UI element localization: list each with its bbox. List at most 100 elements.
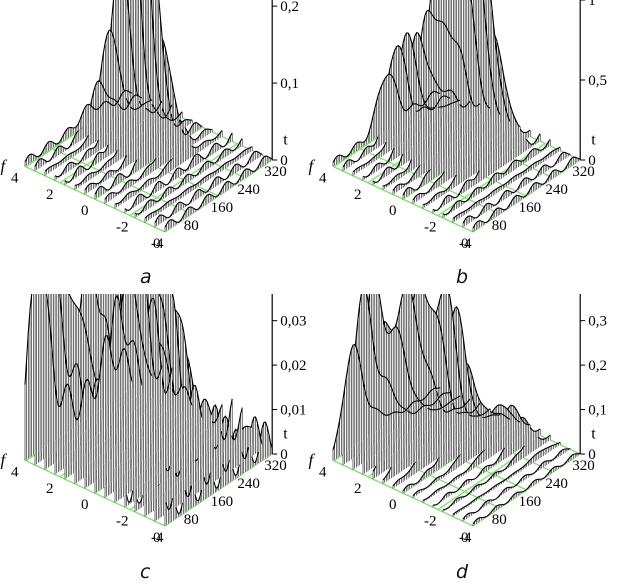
surface-slice-outline: [362, 32, 471, 178]
t-tick-label: 160: [519, 200, 542, 216]
chart-panel-a: 00,10,2TFD080160240320t420-2-4f: [0, 0, 308, 294]
f-tick-label: 0: [81, 497, 89, 513]
surface-mesh: [332, 294, 581, 526]
t-axis-label: t: [283, 426, 288, 443]
surface-slice-hatch: [452, 147, 561, 223]
surface-slice-outline: [144, 146, 253, 219]
t-tick-label: 320: [572, 458, 595, 474]
z-axis: 00,51TFD: [579, 0, 607, 169]
surface-slice-outline: [24, 294, 133, 422]
surface-slice-outline: [462, 448, 571, 520]
surface-slice-outline: [352, 32, 461, 173]
f-axis-label: f: [309, 156, 316, 175]
z-tick-label: 1: [588, 0, 596, 9]
surface-plot-a: 00,10,2TFD080160240320t420-2-4f: [1, 0, 299, 252]
surface-slice-outline: [472, 452, 581, 525]
f-tick-label: -4: [151, 236, 164, 252]
t-tick-label: 240: [237, 476, 260, 492]
f-tick-label: 2: [354, 187, 362, 203]
surface-slice-outline: [352, 294, 461, 454]
f-tick-label: -2: [424, 220, 437, 236]
surface-slice-outline: [24, 89, 133, 163]
f-tick-label: 2: [46, 481, 54, 497]
chart-panel-d: 00,10,20,30,4TFD080160240320t420-2-4f: [308, 294, 616, 588]
surface-slice-outline: [154, 150, 263, 223]
t-tick-label: 0: [153, 530, 161, 546]
t-tick-label: 80: [492, 512, 507, 528]
z-tick-label: 0: [588, 447, 596, 463]
z-tick-label: 0,3: [588, 314, 607, 330]
surface-slice-outline: [134, 138, 243, 215]
surface-slice-hatch: [332, 74, 441, 167]
f-tick-label: 0: [389, 203, 397, 219]
surface-slice-outline: [402, 0, 511, 196]
t-tick-label: 240: [237, 182, 260, 198]
surface-slice-outline: [382, 0, 491, 187]
f-tick-label: -4: [459, 530, 472, 546]
t-tick-label: 80: [184, 218, 199, 234]
t-tick-label: 0: [461, 236, 469, 252]
z-tick-label: 0,5: [588, 73, 607, 89]
surface-plot-d: 00,10,20,30,4TFD080160240320t420-2-4f: [309, 294, 607, 546]
surface-slice-hatch: [24, 294, 133, 461]
f-axis: 4 2 0 -2 -4 f: [1, 156, 164, 252]
surface-plot-c: 00,010,020,030,04TFD080160240320t420-2-4…: [1, 294, 306, 546]
f-tick-label: 4: [11, 170, 19, 186]
t-axis-label: t: [283, 132, 288, 149]
f-tick-label: 4: [11, 464, 19, 480]
z-tick-label: 0,01: [280, 403, 306, 419]
z-tick-label: 0,02: [280, 358, 306, 374]
z-axis: 00,010,020,030,04TFD: [271, 294, 306, 463]
f-tick-label: -4: [459, 236, 472, 252]
caption-c: c: [140, 561, 151, 583]
f-tick-label: 0: [389, 497, 397, 513]
t-tick-label: 80: [184, 512, 199, 528]
f-axis-label: f: [309, 450, 316, 469]
surface-mesh: [24, 0, 273, 232]
surface-slice-outline: [332, 73, 441, 163]
f-tick-label: 4: [319, 170, 327, 186]
surface-slice-outline: [124, 132, 233, 211]
f-tick-label: 2: [46, 187, 54, 203]
f-tick-label: 2: [354, 481, 362, 497]
z-axis: 00,10,20,30,4TFD: [579, 294, 607, 463]
t-tick-label: 240: [545, 182, 568, 198]
surface-slice-outline: [422, 404, 531, 501]
z-tick-label: 0,03: [280, 314, 306, 330]
t-tick-label: 240: [545, 476, 568, 492]
surface-slice-outline: [372, 9, 481, 183]
caption-a: a: [140, 266, 152, 288]
f-tick-label: -2: [116, 514, 129, 530]
surface-slice-outline: [332, 343, 441, 451]
f-tick-label: -4: [151, 530, 164, 546]
floor-line-t: [24, 459, 166, 527]
surface-slice-outline: [442, 139, 551, 215]
surface-slice-outline: [114, 130, 223, 205]
surface-plot-b: 00,51TFD080160240320t420-2-4f: [309, 0, 607, 252]
t-tick-label: 0: [461, 530, 469, 546]
z-tick-label: 0: [280, 153, 288, 169]
t-tick-label: 160: [211, 200, 234, 216]
z-tick-label: 0: [280, 447, 288, 463]
surface-slice-hatch: [452, 442, 561, 517]
surface-slice-outline: [472, 156, 581, 229]
f-axis: 4 2 0 -2 -4 f: [309, 450, 472, 546]
surface-slice-outline: [164, 155, 273, 228]
surface-slice-outline: [392, 0, 501, 191]
caption-d: d: [456, 561, 469, 583]
surface-slice-outline: [452, 441, 561, 515]
t-tick-label: 320: [264, 164, 287, 180]
f-axis-label: f: [1, 450, 8, 469]
f-axis-label: f: [1, 156, 8, 175]
surface-slice-outline: [462, 151, 571, 224]
floor-line-t: [332, 459, 474, 527]
z-tick-label: 0,2: [280, 0, 299, 15]
z-tick-label: 0,1: [588, 403, 607, 419]
t-tick-label: 160: [519, 494, 542, 510]
surface-slice-hatch: [114, 130, 223, 209]
t-axis-label: t: [591, 426, 596, 443]
surface-slice-outline: [342, 45, 451, 168]
